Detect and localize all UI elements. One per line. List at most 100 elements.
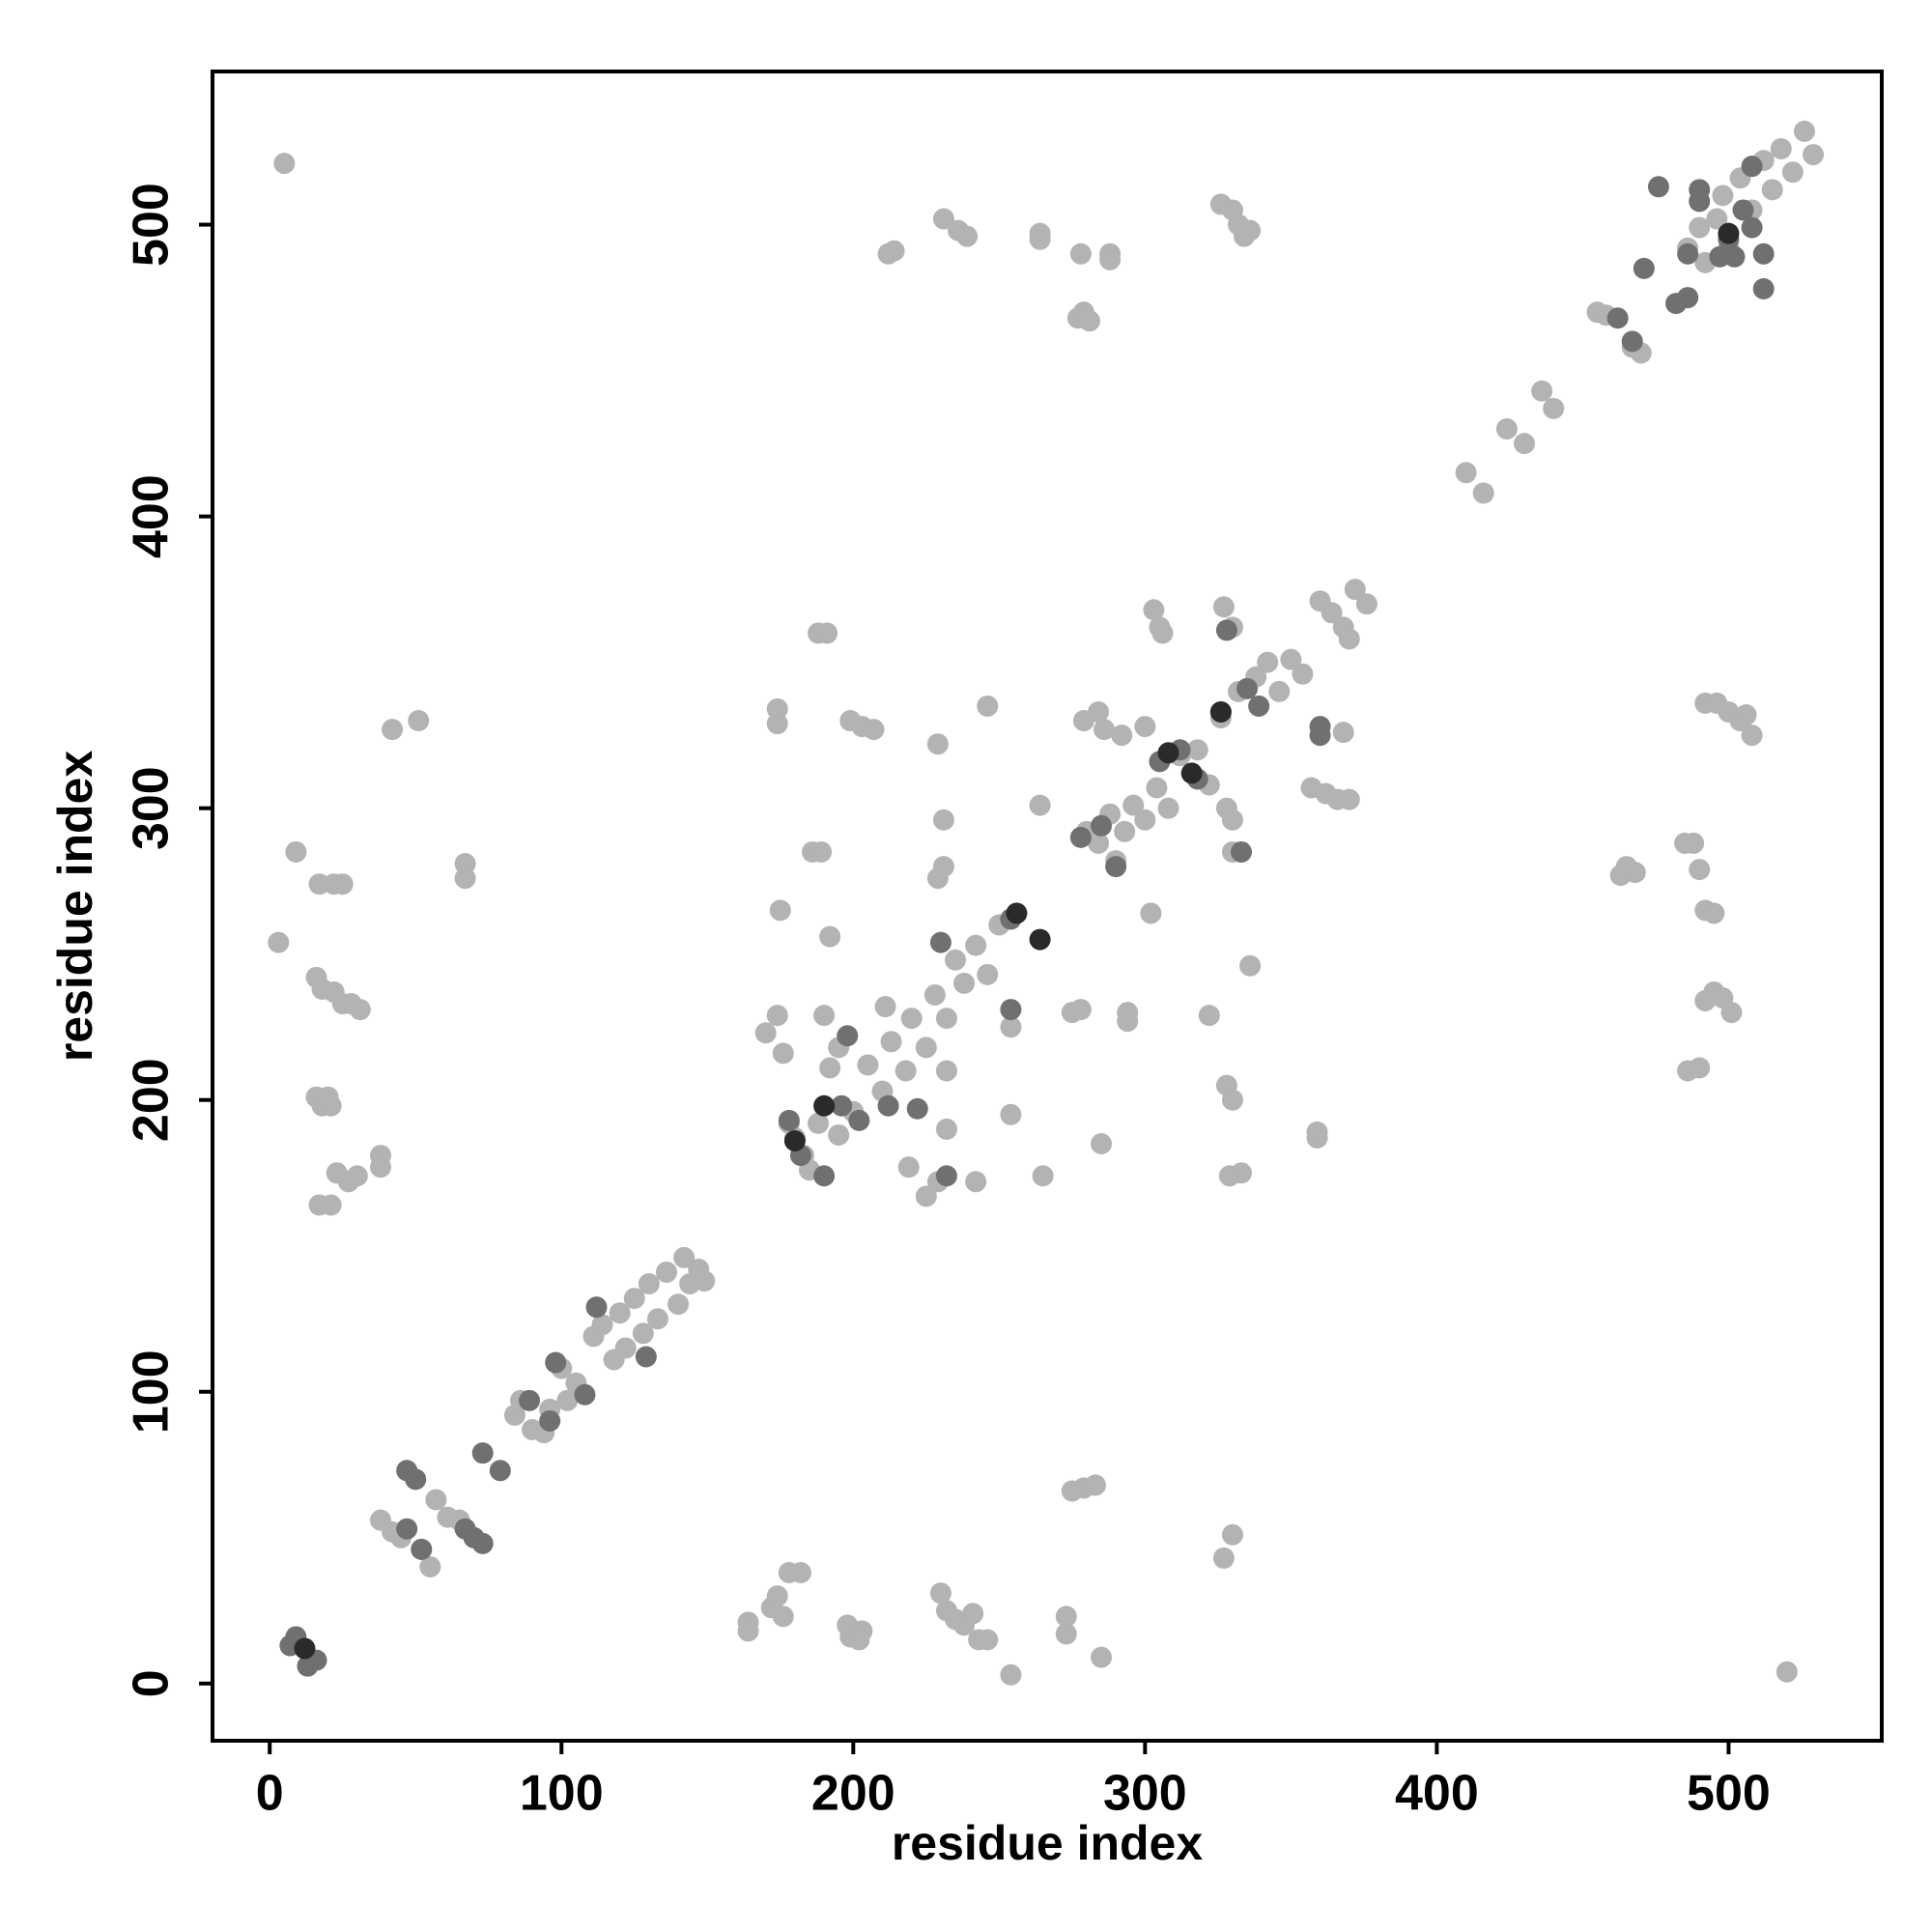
- point: [1000, 1663, 1022, 1686]
- point: [346, 1165, 368, 1187]
- x-tick-label: 400: [1395, 1766, 1479, 1822]
- point: [574, 1383, 596, 1406]
- point: [1332, 722, 1354, 744]
- point: [1215, 619, 1237, 641]
- point: [1309, 724, 1331, 747]
- point: [766, 697, 788, 720]
- point: [489, 1460, 511, 1482]
- point: [883, 240, 905, 262]
- point: [1157, 797, 1179, 819]
- point: [877, 1094, 899, 1117]
- point: [1718, 222, 1740, 244]
- point: [874, 996, 896, 1018]
- point: [1146, 777, 1168, 799]
- point: [1186, 739, 1208, 761]
- point: [895, 1060, 917, 1082]
- point: [545, 1351, 567, 1374]
- point: [926, 733, 949, 755]
- point: [1732, 199, 1754, 221]
- point: [1752, 242, 1775, 265]
- point: [808, 1112, 830, 1134]
- point: [935, 1060, 957, 1082]
- point: [1513, 433, 1535, 455]
- plot-frame: [211, 70, 1884, 1743]
- point: [646, 1308, 668, 1330]
- point: [1029, 928, 1051, 951]
- point: [813, 1005, 836, 1027]
- y-tick-label: 300: [124, 766, 180, 850]
- point: [1752, 278, 1775, 300]
- point: [1624, 862, 1646, 884]
- point: [1761, 179, 1783, 201]
- point: [1212, 1547, 1235, 1569]
- point: [848, 1629, 870, 1651]
- point: [926, 867, 949, 890]
- point: [1069, 826, 1092, 848]
- point: [1029, 222, 1051, 244]
- point: [813, 1094, 836, 1117]
- point: [945, 949, 967, 971]
- point: [962, 1603, 984, 1625]
- y-axis-title: residue index: [48, 751, 102, 1063]
- point: [772, 1042, 794, 1065]
- point: [1531, 380, 1553, 402]
- point: [1709, 245, 1731, 268]
- point: [285, 840, 307, 863]
- point: [1000, 999, 1022, 1021]
- point: [1134, 716, 1156, 738]
- point: [1094, 719, 1116, 741]
- point: [915, 1185, 937, 1208]
- point: [349, 999, 371, 1021]
- point: [635, 1346, 657, 1368]
- point: [1088, 832, 1110, 854]
- point: [1117, 1010, 1139, 1033]
- point: [1111, 724, 1133, 747]
- point: [1338, 788, 1360, 810]
- point: [1781, 161, 1804, 184]
- point: [915, 1037, 937, 1059]
- point: [1078, 310, 1100, 332]
- point: [1355, 593, 1378, 615]
- point: [623, 1288, 645, 1310]
- point: [1140, 902, 1162, 924]
- point: [831, 1094, 853, 1117]
- point: [1000, 1103, 1022, 1125]
- point: [1180, 762, 1203, 784]
- point: [816, 622, 838, 644]
- point: [1621, 330, 1643, 353]
- point: [655, 1261, 677, 1283]
- point: [1720, 1002, 1743, 1024]
- point: [819, 925, 841, 948]
- point: [935, 1008, 957, 1030]
- point: [1221, 1523, 1243, 1546]
- point: [1218, 1165, 1240, 1187]
- point: [1221, 1089, 1243, 1111]
- point: [772, 1605, 794, 1628]
- point: [425, 1489, 447, 1511]
- point: [411, 1538, 433, 1560]
- point: [1122, 794, 1145, 816]
- point: [519, 1389, 541, 1411]
- point: [783, 1129, 806, 1151]
- point: [1069, 242, 1092, 265]
- point: [1198, 1005, 1220, 1027]
- y-tick-label: 200: [124, 1058, 180, 1142]
- point: [857, 1054, 879, 1076]
- point: [1543, 397, 1565, 419]
- point: [828, 1123, 850, 1146]
- point: [935, 1118, 957, 1140]
- point: [1677, 242, 1699, 265]
- point: [1000, 1016, 1022, 1038]
- point: [1741, 216, 1763, 239]
- point: [454, 867, 476, 890]
- point: [638, 1272, 660, 1294]
- point: [1236, 677, 1259, 699]
- point: [1292, 663, 1314, 685]
- point: [1712, 185, 1734, 207]
- point: [1735, 704, 1757, 726]
- point: [273, 153, 296, 175]
- point: [556, 1389, 579, 1411]
- point: [1029, 794, 1051, 816]
- point: [819, 1057, 841, 1079]
- point: [1134, 809, 1156, 831]
